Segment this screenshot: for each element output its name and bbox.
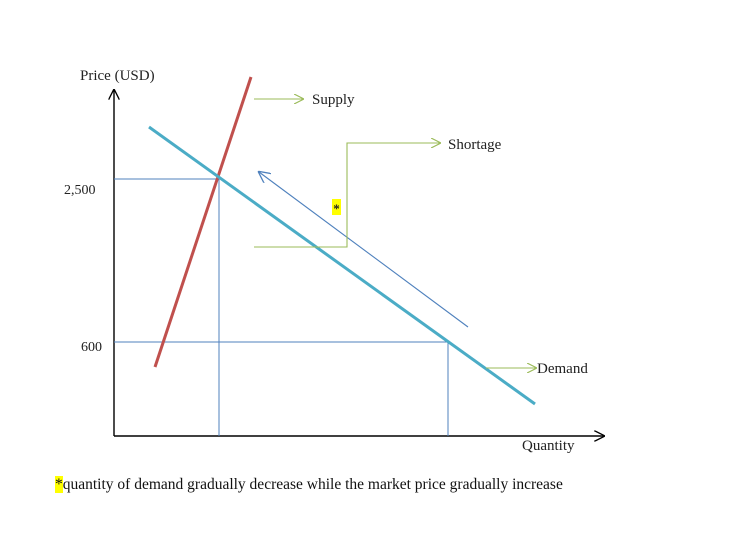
footnote-text: quantity of demand gradually decrease wh… — [62, 476, 563, 493]
demand-label: Demand — [537, 361, 588, 377]
movement-arrow — [259, 172, 469, 328]
y-tick-600: 600 — [81, 340, 102, 355]
asterisk-marker: * — [333, 201, 340, 216]
supply-curve — [153, 76, 253, 368]
footnote: *quantity of demand gradually decrease w… — [55, 476, 563, 494]
footnote-marker: * — [55, 476, 63, 493]
y-tick-2500: 2,500 — [64, 183, 96, 198]
demand-curve — [148, 125, 536, 406]
y-axis-label: Price (USD) — [80, 68, 155, 84]
asterisk-highlight — [332, 199, 341, 215]
shortage-callout-arrow — [254, 143, 440, 248]
supply-label: Supply — [312, 92, 355, 108]
shortage-label: Shortage — [448, 137, 502, 153]
x-axis-label: Quantity — [522, 438, 575, 454]
low-price-guide-lines — [114, 341, 449, 436]
